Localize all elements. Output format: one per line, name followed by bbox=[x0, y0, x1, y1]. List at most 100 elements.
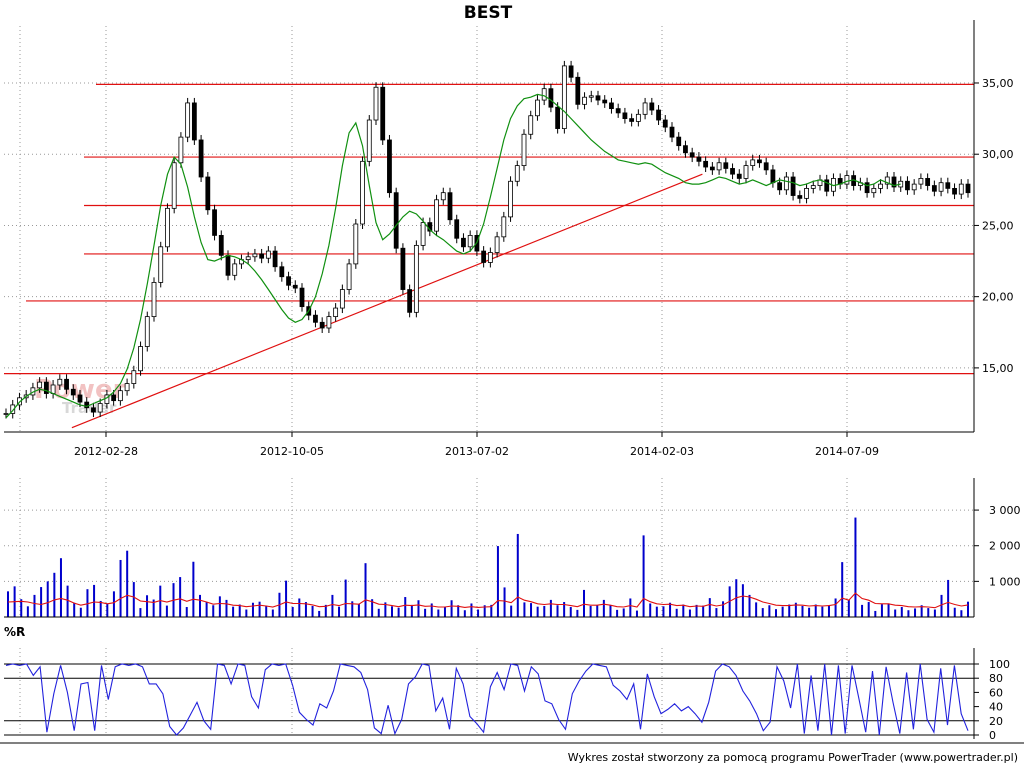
volume-bar bbox=[827, 605, 830, 617]
candle-body bbox=[548, 88, 554, 108]
trendline bbox=[71, 173, 703, 429]
volume-bar bbox=[543, 605, 546, 617]
price-candles bbox=[3, 60, 971, 419]
candle-body bbox=[272, 250, 278, 268]
price-x-tick-label: 2012-02-28 bbox=[74, 445, 138, 458]
candle-body bbox=[683, 145, 688, 154]
volume-bar bbox=[549, 599, 552, 617]
volume-bar bbox=[947, 579, 950, 617]
volume-bar bbox=[205, 602, 208, 617]
volume-bar bbox=[232, 606, 235, 617]
candle-body bbox=[124, 383, 130, 392]
candle-body bbox=[635, 113, 641, 122]
volume-bar bbox=[900, 607, 903, 617]
candle-body bbox=[615, 108, 621, 114]
volume-bar bbox=[649, 603, 652, 617]
volume-bar bbox=[629, 598, 632, 617]
volume-bar bbox=[285, 580, 288, 617]
volume-bar bbox=[430, 603, 433, 617]
price-x-tick-label: 2012-10-05 bbox=[260, 445, 324, 458]
volume-bar bbox=[516, 533, 519, 617]
volume-bar bbox=[318, 610, 321, 617]
candle-body bbox=[286, 276, 291, 286]
candle-body bbox=[911, 183, 917, 191]
volume-y-tick-label: 1 000 bbox=[989, 575, 1021, 588]
candle-body bbox=[864, 182, 870, 194]
volume-bar bbox=[410, 604, 413, 617]
candle-body bbox=[884, 176, 890, 185]
volume-ma-line bbox=[7, 592, 969, 609]
volume-bar bbox=[781, 606, 784, 617]
candle-body bbox=[535, 99, 540, 117]
price-y-tick-label: 30,00 bbox=[982, 148, 1014, 161]
candle-body bbox=[703, 160, 709, 168]
volume-bar bbox=[344, 579, 347, 617]
candle-body bbox=[420, 222, 426, 246]
candle-body bbox=[50, 384, 56, 394]
candle-body bbox=[212, 209, 217, 236]
candle-body bbox=[582, 96, 587, 105]
volume-bar bbox=[669, 602, 672, 617]
willr-y-tick-label: 0 bbox=[989, 729, 996, 742]
candle-body bbox=[360, 160, 365, 225]
candle-body bbox=[3, 413, 9, 415]
volume-bar bbox=[112, 591, 115, 617]
candle-body bbox=[198, 139, 204, 178]
volume-bars bbox=[7, 517, 969, 617]
volume-bar bbox=[688, 609, 691, 617]
volume-bar bbox=[404, 597, 407, 617]
chart-title: BEST bbox=[464, 3, 513, 23]
candle-body bbox=[434, 199, 439, 232]
volume-bar bbox=[192, 561, 195, 617]
candle-body bbox=[561, 65, 567, 129]
volume-bar bbox=[384, 602, 387, 617]
volume-bar bbox=[894, 609, 897, 617]
volume-bar bbox=[20, 599, 23, 617]
volume-bar bbox=[324, 604, 327, 617]
price-moving-average bbox=[5, 93, 901, 419]
volume-bar bbox=[775, 609, 777, 617]
volume-bar bbox=[907, 610, 910, 617]
volume-bar bbox=[271, 609, 274, 617]
candle-body bbox=[57, 378, 63, 386]
candle-body bbox=[333, 307, 339, 318]
candle-body bbox=[797, 195, 803, 199]
candle-body bbox=[931, 185, 937, 192]
volume-bar bbox=[794, 602, 797, 617]
candle-body bbox=[245, 256, 251, 261]
willr-y-tick-label: 100 bbox=[989, 658, 1010, 671]
volume-bar bbox=[702, 605, 705, 617]
volume-bar bbox=[523, 602, 526, 617]
price-x-ticks: 2012-02-28 2012-10-05 2013-07-02 2014-02-03… bbox=[74, 445, 879, 458]
candle-body bbox=[757, 159, 762, 164]
price-x-tick-label: 2013-07-02 bbox=[445, 445, 509, 458]
volume-bar bbox=[854, 517, 857, 617]
candle-body bbox=[508, 180, 513, 218]
candle-body bbox=[790, 176, 796, 196]
candle-body bbox=[649, 102, 655, 111]
willr-label: %R bbox=[4, 625, 25, 639]
candle-body bbox=[878, 183, 883, 189]
candle-body bbox=[871, 187, 877, 194]
candle-body bbox=[387, 139, 392, 194]
volume-bar bbox=[311, 605, 314, 617]
volume-bar bbox=[53, 572, 56, 617]
candle-body bbox=[218, 235, 224, 256]
candle-body bbox=[918, 178, 924, 185]
candle-body bbox=[279, 266, 285, 278]
volume-bar bbox=[622, 608, 625, 617]
willr-line bbox=[5, 663, 969, 736]
volume-bar bbox=[331, 594, 334, 617]
volume-bar bbox=[73, 602, 76, 617]
volume-bar bbox=[251, 602, 254, 617]
candle-body bbox=[568, 65, 574, 78]
volume-bar bbox=[583, 589, 585, 617]
volume-bar bbox=[437, 609, 440, 617]
volume-bar bbox=[821, 606, 824, 617]
price-y-tick-label: 20,00 bbox=[982, 291, 1014, 304]
candle-body bbox=[205, 176, 211, 211]
volume-bar bbox=[841, 562, 844, 617]
candle-body bbox=[555, 106, 561, 129]
